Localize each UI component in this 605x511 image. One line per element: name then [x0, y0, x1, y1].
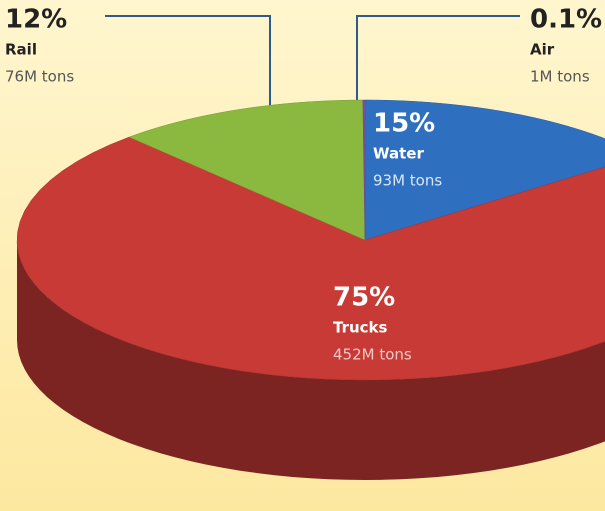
tons-label: 93M tons	[373, 172, 442, 190]
slice	[16, 136, 605, 381]
category-label: Trucks	[333, 319, 388, 337]
leader-line	[356, 15, 520, 104]
slice-side	[17, 240, 605, 480]
leader-line	[105, 15, 271, 108]
value-label: 12%	[5, 5, 67, 35]
value-label: 15%	[373, 109, 435, 139]
tons-label: 452M tons	[333, 346, 412, 364]
slice	[362, 99, 366, 241]
category-label: Air	[530, 41, 555, 59]
category-label: Rail	[5, 41, 37, 59]
category-label: Water	[373, 145, 424, 163]
value-label: 75%	[333, 283, 395, 313]
value-label: 0.1%	[530, 5, 602, 35]
tons-label: 1M tons	[530, 68, 590, 86]
slice	[364, 99, 605, 241]
tons-label: 76M tons	[5, 68, 74, 86]
slice	[128, 99, 366, 241]
